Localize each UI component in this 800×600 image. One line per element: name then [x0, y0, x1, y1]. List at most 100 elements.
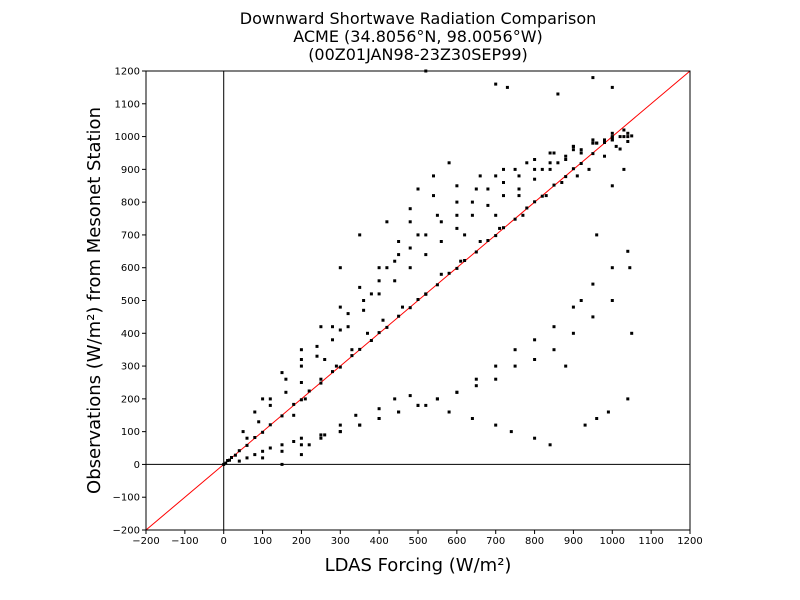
data-point	[622, 135, 626, 139]
data-point	[571, 148, 575, 152]
data-point	[630, 134, 634, 138]
data-point	[447, 161, 451, 165]
data-point	[377, 292, 381, 296]
data-point	[470, 213, 474, 217]
data-point	[226, 459, 230, 462]
x-tick-label: 1100	[638, 536, 663, 547]
data-point	[228, 458, 231, 462]
data-point	[237, 449, 241, 453]
y-tick-label: 1100	[115, 99, 140, 110]
data-point	[509, 430, 513, 434]
data-point	[571, 331, 575, 335]
data-point	[486, 239, 490, 242]
y-tick-label: 400	[121, 329, 140, 340]
data-point	[299, 436, 303, 440]
data-point	[268, 423, 272, 427]
data-point	[552, 325, 556, 329]
data-point	[591, 141, 595, 145]
data-point	[447, 410, 451, 414]
data-point	[521, 213, 525, 217]
data-point	[556, 92, 560, 96]
data-point	[474, 384, 478, 388]
data-point	[292, 402, 296, 406]
y-tick-label: 600	[121, 263, 140, 274]
data-point	[268, 403, 272, 407]
x-axis-label: LDAS Forcing (W/m²)	[325, 555, 512, 576]
data-point	[626, 131, 630, 135]
data-point	[362, 299, 366, 302]
data-point	[408, 306, 412, 310]
data-point	[626, 249, 630, 253]
data-point	[494, 234, 498, 238]
data-point	[416, 187, 420, 191]
zero-lines	[146, 71, 690, 530]
data-point	[533, 200, 537, 204]
data-point	[474, 187, 478, 191]
data-point	[338, 305, 342, 309]
x-tick-label: 0	[221, 536, 227, 547]
data-point	[261, 456, 265, 460]
data-point	[393, 397, 397, 401]
data-point	[257, 420, 261, 424]
data-point	[424, 253, 428, 257]
data-point	[354, 413, 358, 417]
data-point	[533, 436, 537, 440]
data-point	[610, 131, 614, 135]
y-tick-label: 500	[121, 296, 140, 307]
data-point	[474, 377, 478, 381]
y-tick-label: 1000	[115, 132, 140, 143]
data-point	[280, 443, 284, 447]
data-point	[366, 331, 369, 335]
data-point	[595, 233, 599, 237]
data-point	[544, 194, 548, 198]
x-tick-label: 800	[525, 536, 544, 547]
data-point	[338, 430, 342, 434]
data-point	[610, 266, 614, 270]
data-point	[315, 344, 319, 348]
data-point	[603, 154, 606, 158]
data-point	[280, 371, 284, 375]
x-tick-label: 400	[370, 536, 389, 547]
data-point	[377, 279, 381, 283]
data-point	[358, 285, 362, 289]
data-point	[595, 141, 599, 145]
data-point	[459, 259, 463, 263]
data-point	[478, 174, 482, 178]
data-point	[268, 397, 272, 401]
data-point	[455, 200, 459, 204]
data-point	[416, 298, 420, 301]
x-tick-label: −100	[171, 536, 198, 547]
data-point	[408, 266, 412, 270]
data-point	[245, 456, 249, 460]
data-point	[455, 390, 459, 394]
data-point	[299, 358, 303, 361]
data-point	[552, 183, 556, 187]
data-point	[455, 213, 459, 217]
data-point	[303, 397, 307, 401]
data-point	[463, 233, 467, 237]
data-point	[494, 377, 498, 381]
data-point	[610, 85, 614, 89]
data-point	[498, 226, 502, 230]
data-point	[626, 397, 630, 401]
data-point	[579, 148, 583, 152]
data-point	[397, 253, 401, 257]
data-point	[346, 325, 350, 329]
data-point	[455, 184, 459, 188]
y-tick-label: 200	[121, 394, 140, 405]
data-point	[610, 138, 614, 142]
data-point	[591, 138, 595, 142]
data-point	[564, 158, 568, 161]
data-point	[614, 144, 618, 148]
data-point	[284, 390, 288, 394]
data-point	[334, 364, 338, 368]
data-point	[502, 181, 505, 184]
data-point	[494, 174, 498, 178]
data-point	[583, 423, 587, 427]
data-point	[502, 194, 505, 198]
data-point	[552, 348, 556, 352]
y-tick-label: −100	[113, 493, 140, 504]
data-point	[505, 85, 509, 89]
data-point	[432, 194, 435, 198]
